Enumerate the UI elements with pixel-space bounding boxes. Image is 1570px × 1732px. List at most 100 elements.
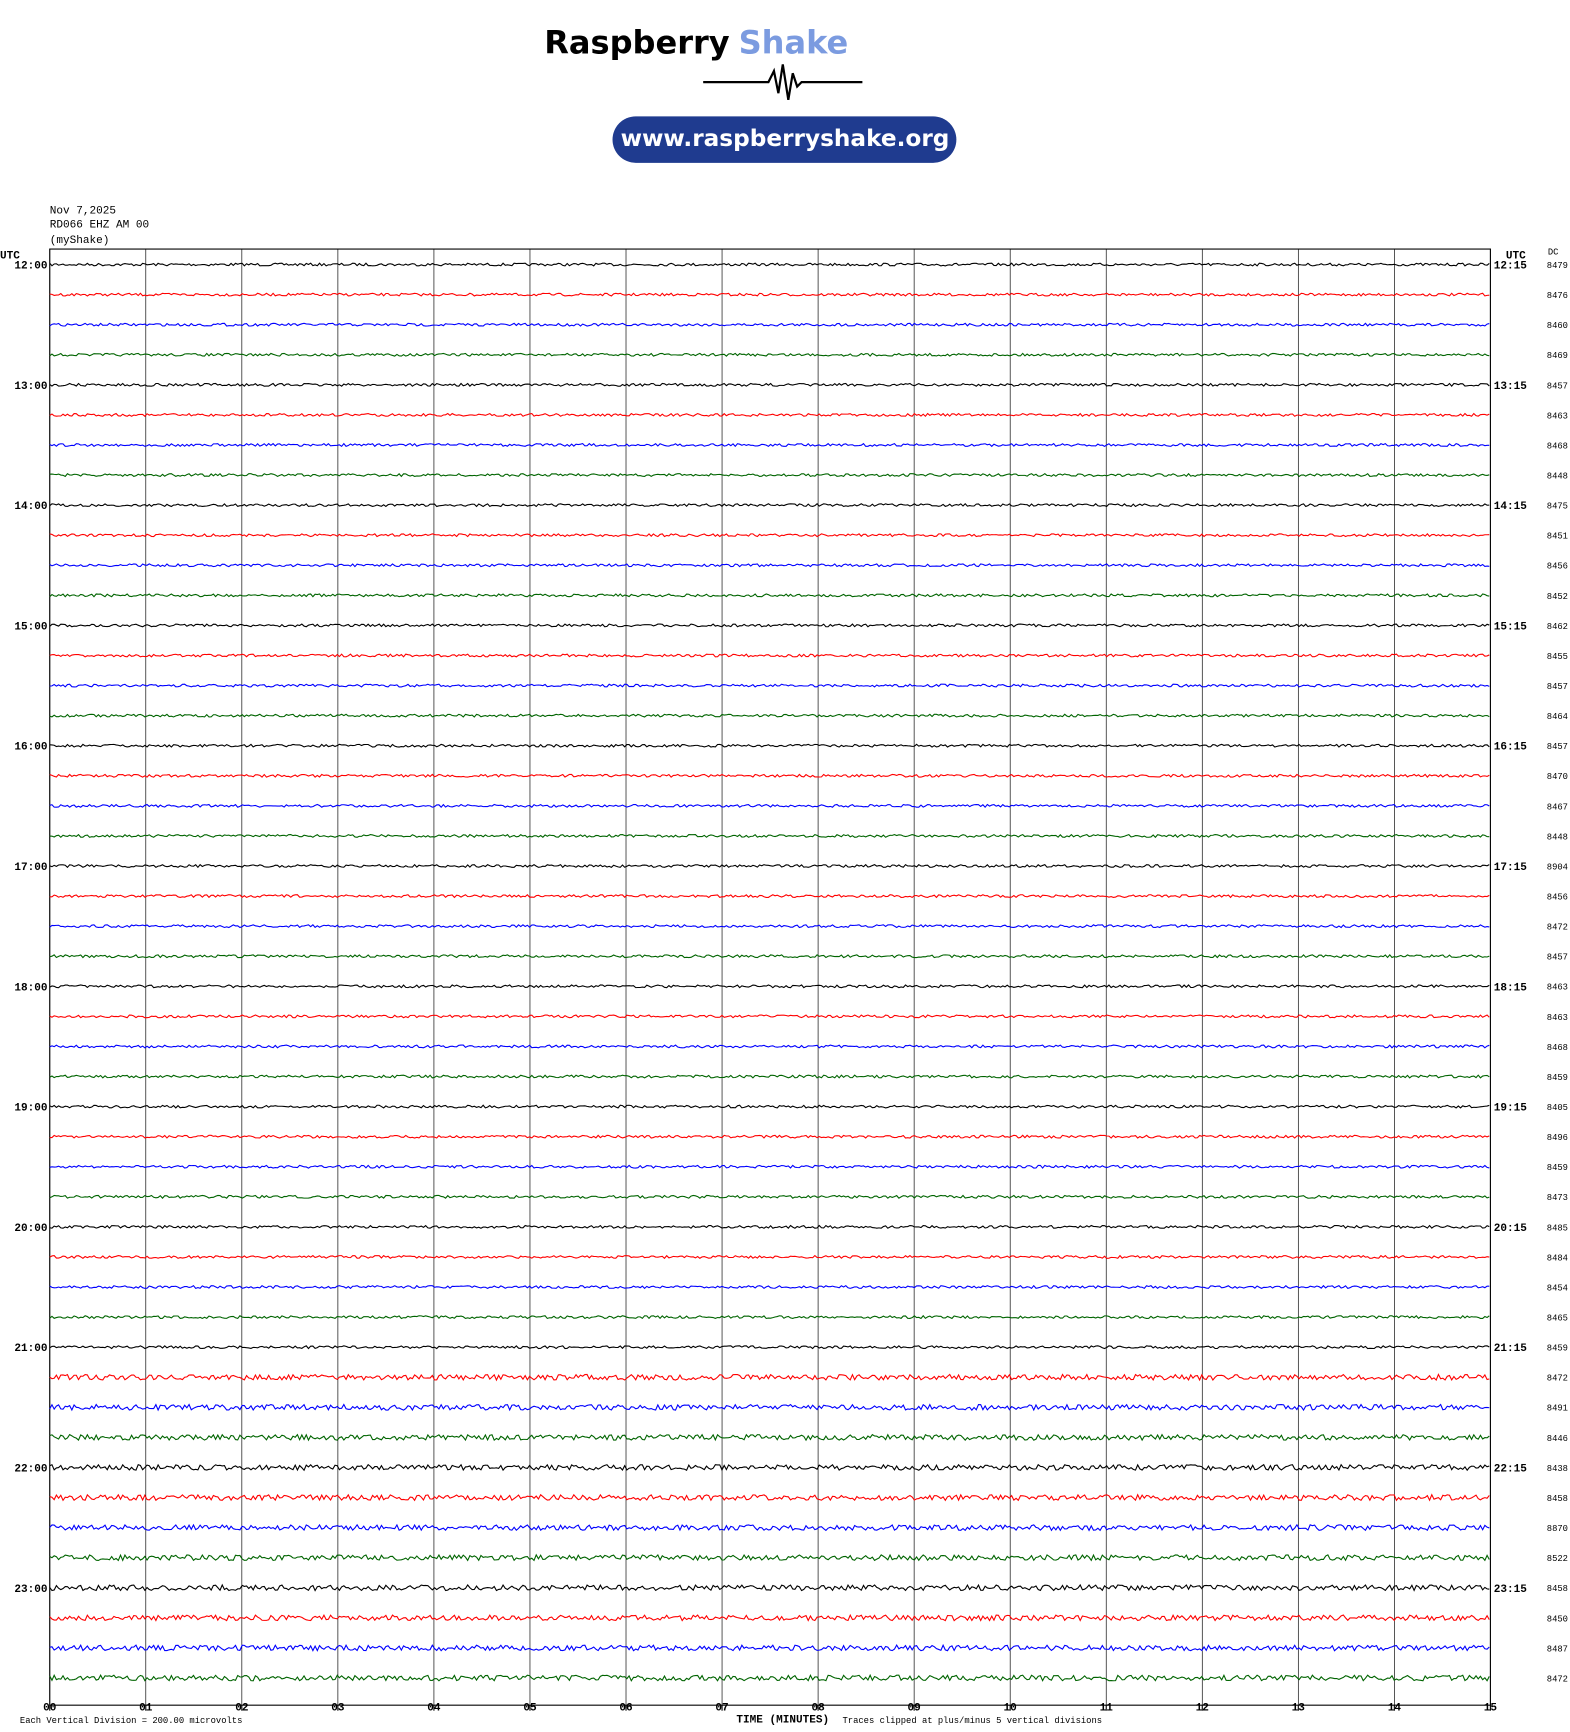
row-label-left: 14:00 (14, 501, 47, 513)
dc-value: 8459 (1547, 1344, 1568, 1354)
dc-value: 8462 (1547, 622, 1568, 632)
row-label-right: 21:15 (1494, 1343, 1528, 1355)
dc-value: 8465 (1547, 1314, 1568, 1324)
footer-right: Traces clipped at plus/minus 5 vertical … (842, 1716, 1102, 1726)
url-pill (612, 116, 957, 163)
dc-value: 8463 (1547, 983, 1568, 993)
dc-value: 8451 (1547, 532, 1568, 542)
x-tick-label: 04 (427, 1702, 441, 1714)
trace (49, 352, 1490, 357)
row-label-left: 21:00 (14, 1343, 47, 1355)
trace (49, 1493, 1490, 1502)
dc-value: 8457 (1547, 682, 1568, 692)
dc-value: 8456 (1547, 893, 1568, 903)
trace (49, 1224, 1490, 1230)
dc-value: 8468 (1547, 1043, 1568, 1053)
dc-value: 8487 (1547, 1644, 1568, 1654)
dc-value: 8460 (1547, 321, 1568, 331)
dc-value: 8459 (1547, 1073, 1568, 1083)
trace (49, 773, 1490, 778)
row-label-left: 23:00 (14, 1584, 47, 1596)
trace (49, 1583, 1490, 1592)
dc-value: 8479 (1547, 261, 1568, 271)
trace (49, 533, 1490, 538)
trace (49, 442, 1490, 448)
logo-wave (703, 64, 863, 100)
footer-left: Each Vertical Division = 200.00 microvol… (20, 1716, 243, 1726)
dc-value: 8472 (1547, 1674, 1568, 1684)
x-tick-label: 11 (1100, 1702, 1114, 1714)
dc-value: 8438 (1547, 1464, 1568, 1474)
row-label-right: 17:15 (1494, 862, 1528, 874)
dc-value: 8904 (1547, 862, 1568, 872)
trace (49, 593, 1490, 598)
brand-accent: Shake (739, 24, 849, 62)
trace (49, 1044, 1490, 1049)
row-label-right: 19:15 (1494, 1103, 1528, 1115)
dc-value: 8491 (1547, 1404, 1568, 1414)
trace (49, 1373, 1490, 1382)
plot-frame (49, 248, 1491, 1706)
row-label-right: 13:15 (1494, 381, 1528, 393)
trace (49, 623, 1490, 628)
dc-value: 8472 (1547, 923, 1568, 933)
x-tick-label: 07 (715, 1702, 728, 1714)
row-label-left: 16:00 (14, 742, 47, 754)
dc-value: 8468 (1547, 441, 1568, 451)
trace (49, 292, 1490, 297)
dc-value: 8475 (1547, 502, 1568, 512)
row-label-left: 15:00 (14, 621, 47, 633)
trace (49, 803, 1490, 809)
row-label-left: 13:00 (14, 381, 47, 393)
left-axis-label: UTC (0, 251, 20, 263)
x-tick-label: 09 (908, 1702, 921, 1714)
trace (49, 1014, 1490, 1019)
dc-value: 8473 (1547, 1193, 1568, 1203)
trace (49, 1433, 1490, 1442)
dc-value: 8870 (1547, 1524, 1568, 1534)
right-axis-label: UTC (1506, 251, 1526, 263)
dc-value: 8522 (1547, 1554, 1568, 1564)
dc-value: 8455 (1547, 652, 1568, 662)
url: www.raspberryshake.org (621, 125, 950, 152)
dc-value: 8458 (1547, 1584, 1568, 1594)
trace (49, 924, 1490, 929)
row-label-left: 18:00 (14, 982, 47, 994)
trace (49, 1403, 1490, 1412)
x-tick-label: 12 (1196, 1702, 1209, 1714)
dc-value: 8464 (1547, 712, 1568, 722)
trace (49, 1284, 1490, 1290)
row-label-right: 12:15 (1494, 261, 1528, 273)
dc-value: 8463 (1547, 411, 1568, 421)
x-tick-label: 01 (139, 1702, 153, 1714)
row-label-right: 14:15 (1494, 501, 1528, 513)
row-label-right: 18:15 (1494, 982, 1528, 994)
trace (49, 1104, 1490, 1109)
x-tick-label: 15 (1484, 1702, 1498, 1714)
trace (49, 1134, 1490, 1139)
dc-value: 8454 (1547, 1283, 1568, 1293)
dc-value: 8457 (1547, 742, 1568, 752)
trace (49, 954, 1490, 959)
dc-value: 8476 (1547, 291, 1568, 301)
source: (myShake) (50, 235, 110, 247)
dc-value: 8459 (1547, 1163, 1568, 1173)
x-tick-label: 10 (1004, 1702, 1017, 1714)
trace (49, 1074, 1490, 1079)
trace (49, 563, 1490, 568)
row-label-right: 23:15 (1494, 1584, 1528, 1596)
trace (49, 984, 1490, 989)
trace (49, 503, 1490, 508)
x-axis-label: TIME (MINUTES) (736, 1714, 829, 1726)
trace (49, 1164, 1490, 1169)
row-label-left: 12:00 (14, 261, 47, 273)
x-tick-label: 08 (811, 1702, 825, 1714)
station: RD066 EHZ AM 00 (50, 220, 149, 232)
row-label-left: 22:00 (14, 1463, 47, 1475)
brand: Raspberry (544, 24, 730, 62)
dc-value: 8450 (1547, 1614, 1568, 1624)
dc-value: 8467 (1547, 802, 1568, 812)
x-tick-label: 02 (235, 1702, 248, 1714)
